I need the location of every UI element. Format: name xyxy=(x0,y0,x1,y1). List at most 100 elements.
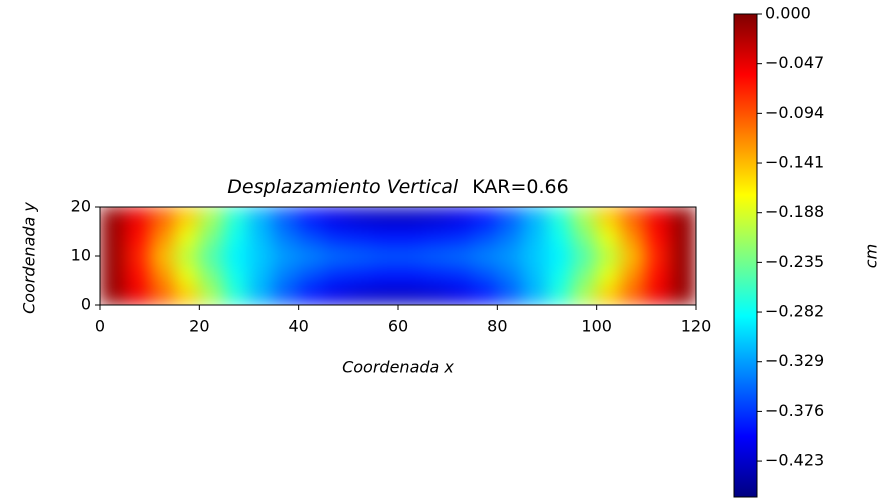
y-tick-label: 0 xyxy=(81,295,91,314)
heatmap-cell xyxy=(447,226,473,247)
annotation: KAR=0.66 xyxy=(472,176,569,198)
colorbar-tick-label: 0.000 xyxy=(765,4,811,23)
heatmap-cell xyxy=(347,265,374,286)
heatmap-cell xyxy=(596,265,622,286)
y-axis-label: Coordenada y xyxy=(20,202,39,314)
heatmap-cell xyxy=(248,226,275,247)
heatmap-cell xyxy=(472,265,498,286)
heatmap-cell xyxy=(174,284,200,305)
heatmap-cell xyxy=(149,226,175,247)
heatmap-cell xyxy=(149,265,175,286)
heatmap-cell xyxy=(472,226,498,247)
heatmap-cell xyxy=(298,207,324,228)
heatmap-cell xyxy=(100,284,126,305)
heatmap-cell xyxy=(223,226,250,247)
heatmap-cell xyxy=(273,245,300,267)
heatmap-cell xyxy=(323,284,349,305)
heatmap-cell xyxy=(571,284,598,305)
x-tick-label: 120 xyxy=(681,317,712,336)
heatmap-cell xyxy=(571,265,598,286)
heatmap-cell xyxy=(546,265,573,286)
heatmap-cell xyxy=(397,284,424,305)
heatmap-cell xyxy=(323,245,349,267)
heatmap-cell xyxy=(670,265,696,286)
heatmap-cell xyxy=(447,207,473,228)
heatmap-cell xyxy=(546,207,573,228)
heatmap-cell xyxy=(521,245,548,267)
heatmap-cell xyxy=(372,265,399,286)
heatmap-cell xyxy=(273,226,300,247)
colorbar-tick-label: −0.188 xyxy=(765,202,824,221)
title-text: Desplazamiento Vertical xyxy=(227,176,459,198)
x-tick-label: 100 xyxy=(581,317,612,336)
heatmap-cell xyxy=(100,245,126,267)
heatmap-cell xyxy=(571,207,598,228)
heatmap-cell xyxy=(472,245,498,267)
heatmap-cell xyxy=(472,207,498,228)
y-tick-label: 20 xyxy=(71,197,91,216)
heatmap-cell xyxy=(372,245,399,267)
heatmap-cell xyxy=(670,207,696,228)
heatmap-cell xyxy=(372,284,399,305)
heatmap-cell xyxy=(645,245,672,267)
heatmap-cell xyxy=(447,265,473,286)
heatmap-cell xyxy=(298,245,324,267)
x-tick-label: 0 xyxy=(95,317,105,336)
heatmap-cell xyxy=(347,226,374,247)
heatmap-cell xyxy=(546,245,573,267)
plot-area xyxy=(100,207,696,305)
colorbar xyxy=(733,13,758,498)
heatmap-cell xyxy=(546,284,573,305)
x-axis-label: Coordenada x xyxy=(342,358,454,377)
heatmap-cell xyxy=(273,265,300,286)
heatmap-cell xyxy=(447,284,473,305)
heatmap-cell xyxy=(149,245,175,267)
heatmap-cell xyxy=(422,284,449,305)
heatmap-cell xyxy=(670,226,696,247)
heatmap-cell xyxy=(621,284,647,305)
heatmap-cell xyxy=(198,284,225,305)
heatmap-cell xyxy=(223,207,250,228)
heatmap-cell xyxy=(621,245,647,267)
heatmap-cell xyxy=(472,284,498,305)
heatmap-cell xyxy=(596,284,622,305)
heatmap-cell xyxy=(248,284,275,305)
heatmap-cell xyxy=(422,226,449,247)
heatmap-cell xyxy=(174,265,200,286)
heatmap-cell xyxy=(248,245,275,267)
colorbar-tick-label: −0.329 xyxy=(765,351,824,370)
heatmap-cell xyxy=(124,284,151,305)
heatmap-cell xyxy=(496,226,523,247)
heatmap-cell xyxy=(621,226,647,247)
heatmap-cell xyxy=(521,265,548,286)
heatmap-cell xyxy=(397,265,424,286)
heatmap-cell xyxy=(273,284,300,305)
heatmap-cell xyxy=(571,226,598,247)
x-tick-label: 40 xyxy=(288,317,308,336)
heatmap-cell xyxy=(397,207,424,228)
heatmap-cell xyxy=(645,284,672,305)
heatmap-cell xyxy=(174,226,200,247)
x-tick-label: 60 xyxy=(388,317,408,336)
heatmap-cell xyxy=(174,245,200,267)
colorbar-tick-label: −0.282 xyxy=(765,302,824,321)
heatmap-cell xyxy=(223,265,250,286)
heatmap-cell xyxy=(496,265,523,286)
heatmap-cell xyxy=(100,226,126,247)
heatmap-cell xyxy=(223,284,250,305)
heatmap-cell xyxy=(521,226,548,247)
heatmap-cell xyxy=(397,226,424,247)
heatmap-cell xyxy=(670,284,696,305)
colorbar-label: cm xyxy=(862,244,881,268)
heatmap-cell xyxy=(198,245,225,267)
heatmap-cell xyxy=(124,207,151,228)
heatmap-cell xyxy=(397,245,424,267)
heatmap-cell xyxy=(298,226,324,247)
heatmap-cell xyxy=(422,245,449,267)
heatmap-cell xyxy=(248,207,275,228)
heatmap-cell xyxy=(198,207,225,228)
y-tick-label: 10 xyxy=(71,246,91,265)
heatmap-cell xyxy=(124,245,151,267)
heatmap-cell xyxy=(248,265,275,286)
